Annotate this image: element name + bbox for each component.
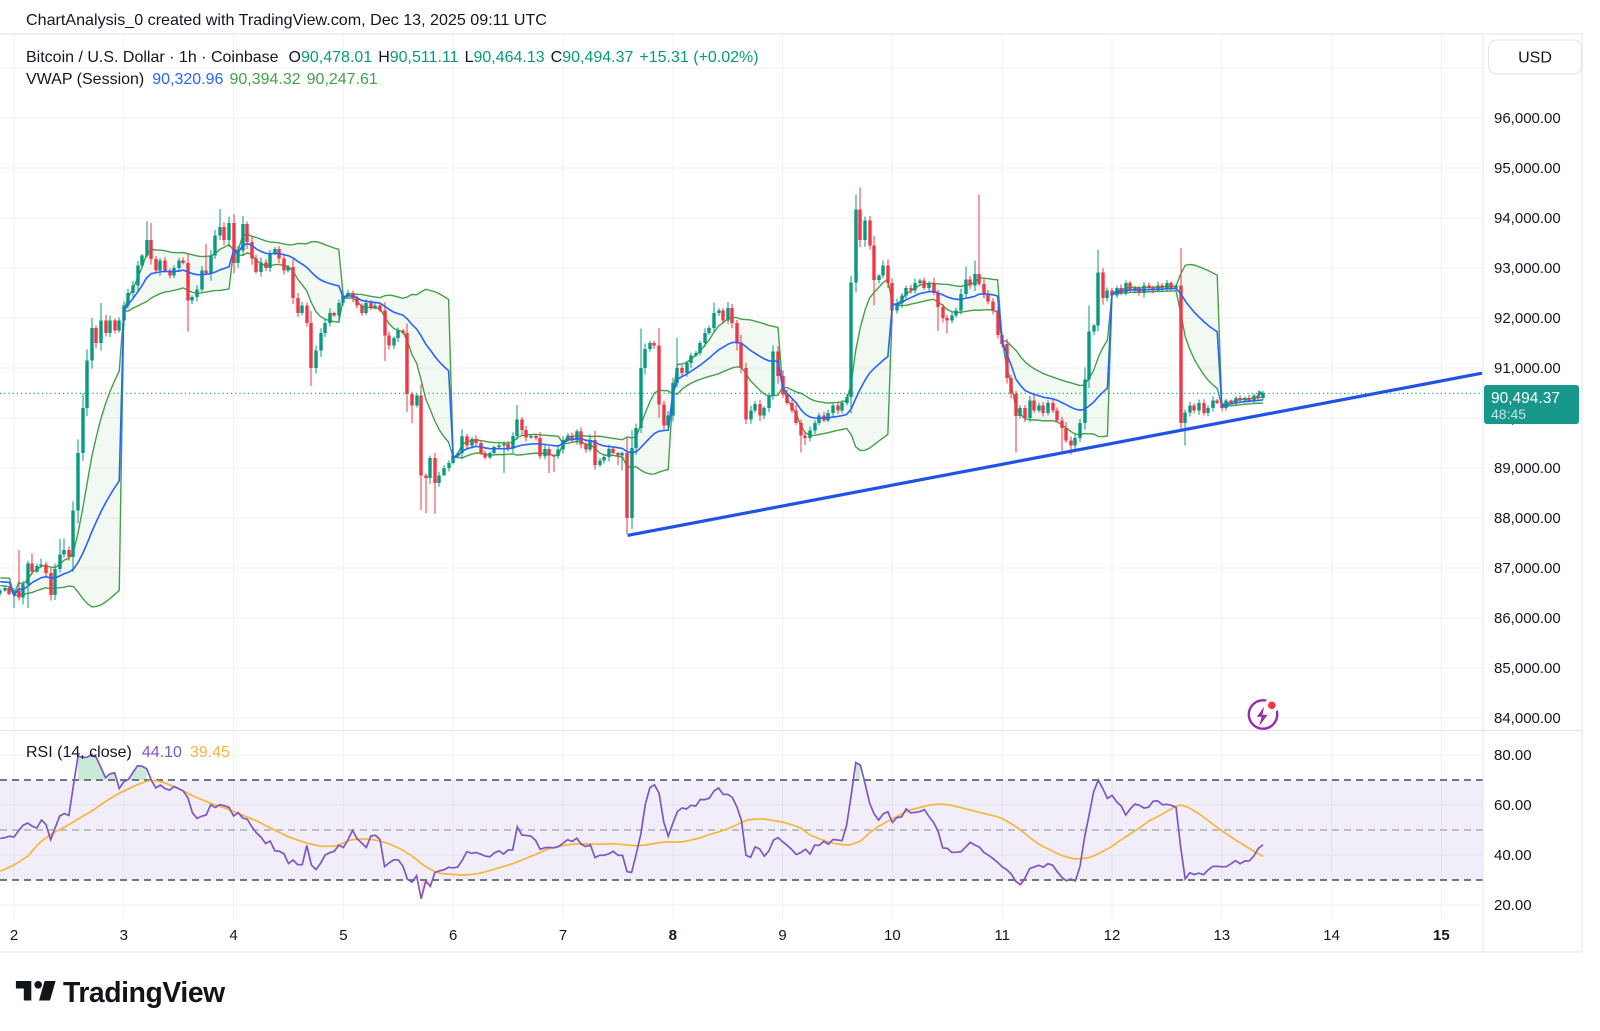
svg-text:60.00: 60.00	[1494, 797, 1532, 814]
svg-text:14: 14	[1323, 927, 1340, 944]
svg-text:10: 10	[884, 927, 901, 944]
svg-text:84,000.00: 84,000.00	[1494, 710, 1561, 727]
svg-text:USD: USD	[1518, 50, 1552, 67]
svg-text:ChartAnalysis_0 created with T: ChartAnalysis_0 created with TradingView…	[26, 11, 547, 29]
svg-text:2: 2	[10, 927, 18, 944]
svg-text:11: 11	[994, 927, 1010, 944]
svg-text:5: 5	[339, 927, 347, 944]
svg-text:88,000.00: 88,000.00	[1494, 510, 1561, 527]
svg-text:6: 6	[449, 927, 457, 944]
svg-text:85,000.00: 85,000.00	[1494, 660, 1561, 677]
svg-text:91,000.00: 91,000.00	[1494, 360, 1561, 377]
svg-text:48:45: 48:45	[1491, 406, 1526, 422]
svg-text:15: 15	[1433, 927, 1450, 944]
svg-text:94,000.00: 94,000.00	[1494, 210, 1561, 227]
svg-text:40.00: 40.00	[1494, 847, 1532, 864]
svg-text:3: 3	[120, 927, 128, 944]
svg-text:13: 13	[1213, 927, 1230, 944]
svg-text:87,000.00: 87,000.00	[1494, 560, 1561, 577]
svg-text:20.00: 20.00	[1494, 897, 1532, 914]
svg-text:93,000.00: 93,000.00	[1494, 260, 1561, 277]
svg-text:90,494.37: 90,494.37	[1491, 390, 1560, 407]
svg-text:89,000.00: 89,000.00	[1494, 460, 1561, 477]
svg-text:Bitcoin / U.S. Dollar · 1h · C: Bitcoin / U.S. Dollar · 1h · Coinbase O90…	[26, 49, 759, 66]
svg-text:12: 12	[1104, 927, 1121, 944]
svg-text:9: 9	[778, 927, 786, 944]
svg-text:96,000.00: 96,000.00	[1494, 110, 1561, 127]
svg-text:TradingView: TradingView	[63, 976, 226, 1008]
svg-text:95,000.00: 95,000.00	[1494, 160, 1561, 177]
svg-text:80.00: 80.00	[1494, 747, 1532, 764]
svg-text:7: 7	[559, 927, 567, 944]
svg-text:4: 4	[229, 927, 237, 944]
svg-text:8: 8	[669, 927, 677, 944]
svg-text:86,000.00: 86,000.00	[1494, 610, 1561, 627]
svg-text:92,000.00: 92,000.00	[1494, 310, 1561, 327]
